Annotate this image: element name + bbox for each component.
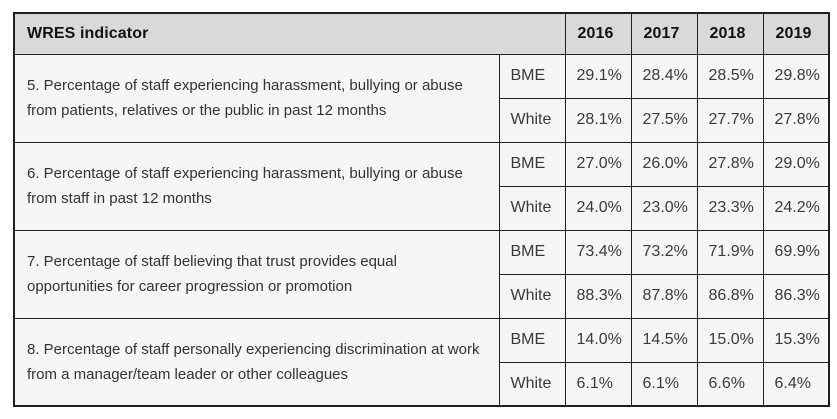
value-cell: 86.8% (696, 273, 764, 319)
table-row: White 28.1% 27.5% 27.7% 27.8% (14, 97, 830, 143)
value-cell: 86.3% (762, 273, 830, 319)
group-label-white: White (498, 185, 566, 231)
value-cell: 27.5% (630, 97, 698, 143)
value-cell: 6.4% (762, 361, 830, 407)
value-cell: 87.8% (630, 273, 698, 319)
indicator-7-text: 7. Percentage of staff believing that tr… (13, 229, 500, 319)
group-label-white: White (498, 273, 566, 319)
group-label-white: White (498, 97, 566, 143)
value-cell: 24.2% (762, 185, 830, 231)
table-row: 7. Percentage of staff believing that tr… (13, 229, 830, 319)
value-cell: 14.0% (564, 317, 632, 363)
value-cell: 29.1% (564, 53, 632, 99)
value-cell: 28.5% (696, 53, 764, 99)
value-cell: 88.3% (564, 273, 632, 319)
value-cell: 27.7% (696, 97, 764, 143)
value-cell: 69.9% (762, 229, 830, 275)
table-row: 6. Percentage of staff experiencing hara… (13, 141, 830, 231)
table-row: White 6.1% 6.1% 6.6% 6.4% (14, 361, 830, 407)
value-cell: 27.8% (696, 141, 764, 187)
value-cell: 23.0% (630, 185, 698, 231)
value-cell: 28.4% (630, 53, 698, 99)
value-cell: 15.0% (696, 317, 764, 363)
header-year-2016: 2016 (564, 12, 632, 55)
group-label-bme: BME (498, 317, 566, 363)
indicator-6-text: 6. Percentage of staff experiencing hara… (13, 141, 500, 231)
header-year-2018: 2018 (696, 12, 764, 55)
group-label-white: White (498, 361, 566, 407)
value-cell: 6.1% (564, 361, 632, 407)
value-cell: 29.0% (762, 141, 830, 187)
value-cell: 27.0% (564, 141, 632, 187)
indicator-5-text: 5. Percentage of staff experiencing hara… (13, 53, 500, 143)
value-cell: 27.8% (762, 97, 830, 143)
value-cell: 23.3% (696, 185, 764, 231)
table-row: 5. Percentage of staff experiencing hara… (13, 53, 830, 143)
value-cell: 73.2% (630, 229, 698, 275)
value-cell: 71.9% (696, 229, 764, 275)
value-cell: 6.1% (630, 361, 698, 407)
group-label-bme: BME (498, 229, 566, 275)
table-row: 8. Percentage of staff personally experi… (13, 317, 830, 407)
wres-indicator-table: WRES indicator 2016 2017 2018 2019 5. Pe… (13, 12, 831, 407)
table-row: White 88.3% 87.8% 86.8% 86.3% (14, 273, 830, 319)
value-cell: 73.4% (564, 229, 632, 275)
value-cell: 14.5% (630, 317, 698, 363)
header-indicator-label: WRES indicator (13, 12, 566, 55)
table-row: White 24.0% 23.0% 23.3% 24.2% (14, 185, 830, 231)
value-cell: 24.0% (564, 185, 632, 231)
header-year-2017: 2017 (630, 12, 698, 55)
header-row: WRES indicator 2016 2017 2018 2019 (13, 12, 830, 55)
value-cell: 15.3% (762, 317, 830, 363)
value-cell: 6.6% (696, 361, 764, 407)
value-cell: 26.0% (630, 141, 698, 187)
group-label-bme: BME (498, 141, 566, 187)
value-cell: 28.1% (564, 97, 632, 143)
value-cell: 29.8% (762, 53, 830, 99)
group-label-bme: BME (498, 53, 566, 99)
indicator-8-text: 8. Percentage of staff personally experi… (13, 317, 500, 407)
header-year-2019: 2019 (762, 12, 830, 55)
